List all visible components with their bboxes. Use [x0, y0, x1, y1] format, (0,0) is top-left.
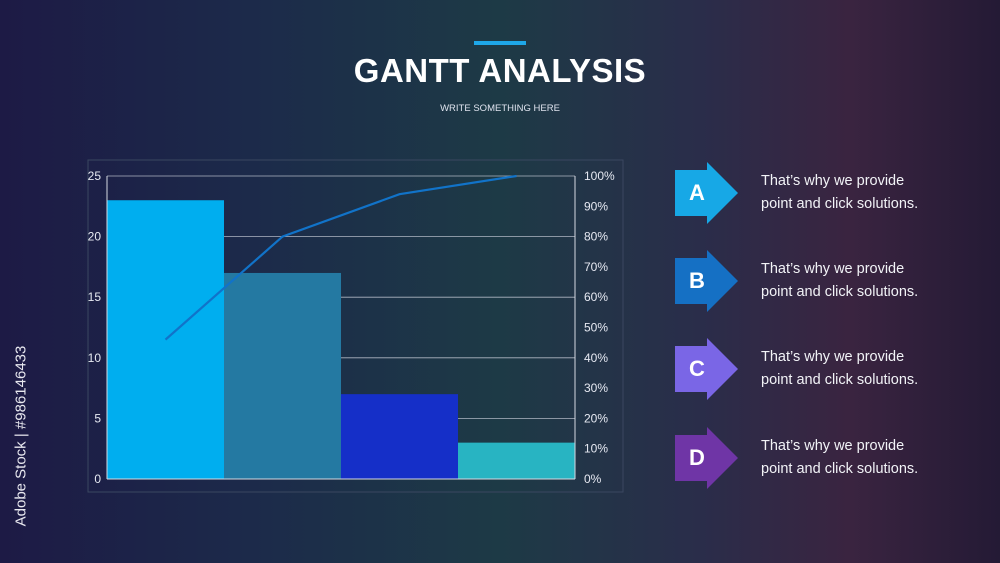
y2-axis-ticks: 0% 10% 20% 30% 40% 50% 60% 70% 80% 90% 100% — [584, 169, 615, 486]
chart-axes — [106, 176, 576, 480]
cumulative-line — [164, 174, 517, 341]
legend-text-line: point and click solutions. — [761, 196, 919, 212]
y-tick-label: 15 — [88, 290, 102, 304]
legend-text-line: That’s why we provide — [761, 349, 905, 365]
y2-tick-label: 70% — [584, 260, 608, 274]
arrow-shape-icon — [675, 162, 738, 224]
legend-text: That’s why we provide point and click sol… — [761, 346, 991, 392]
title-accent-bar — [474, 41, 526, 45]
bar — [224, 272, 341, 479]
y-tick-label: 5 — [94, 411, 101, 425]
y-tick-label: 10 — [88, 351, 102, 365]
y2-tick-label: 100% — [584, 169, 615, 183]
y2-tick-label: 80% — [584, 230, 608, 244]
y-tick-label: 20 — [88, 230, 102, 244]
y-tick-label: 25 — [88, 169, 102, 183]
y-axis-ticks: 0 5 10 15 20 25 — [88, 169, 102, 486]
legend-text-line: point and click solutions. — [761, 284, 919, 300]
arrow-shape-icon — [675, 427, 738, 489]
y2-tick-label: 90% — [584, 199, 608, 213]
arrow-shape-icon — [675, 250, 738, 312]
y2-tick-label: 40% — [584, 351, 608, 365]
y-tick-label: 0 — [94, 472, 101, 486]
y2-tick-label: 20% — [584, 411, 608, 425]
bar — [341, 394, 458, 479]
legend-text-line: That’s why we provide — [761, 438, 905, 454]
chart-cumulative-line — [164, 174, 517, 341]
legend-letter: D — [689, 445, 705, 470]
legend-text: That’s why we provide point and click sol… — [761, 170, 991, 216]
chart-bars — [107, 200, 575, 480]
legend-item-b: B That’s why we provide point and click so… — [675, 250, 995, 312]
legend-text-line: That’s why we provide — [761, 261, 905, 277]
arrow-shape-icon — [675, 338, 738, 400]
y2-tick-label: 0% — [584, 472, 602, 486]
legend-item-d: D That’s why we provide point and click so… — [675, 427, 995, 489]
y2-tick-label: 50% — [584, 321, 608, 335]
legend-text: That’s why we provide point and click sol… — [761, 435, 991, 481]
page-title: GANTT ANALYSIS — [353, 52, 647, 89]
page-subtitle: WRITE SOMETHING HERE — [440, 103, 560, 114]
legend-text-line: point and click solutions. — [761, 461, 919, 477]
legend-text: That’s why we provide point and click sol… — [761, 258, 991, 304]
legend-letter: A — [689, 180, 705, 205]
legend-item-c: C That’s why we provide point and click so… — [675, 338, 995, 400]
legend-letter: B — [689, 268, 705, 293]
chart-frame — [87, 159, 624, 493]
y2-tick-label: 60% — [584, 290, 608, 304]
legend-text-line: point and click solutions. — [761, 372, 919, 388]
y2-tick-label: 10% — [584, 442, 608, 456]
legend-text-line: That’s why we provide — [761, 173, 905, 189]
legend-letter: C — [689, 356, 705, 381]
legend-item-a: A That’s why we provide point and click so… — [675, 162, 995, 224]
y2-tick-label: 30% — [584, 381, 608, 395]
bar — [458, 442, 575, 479]
